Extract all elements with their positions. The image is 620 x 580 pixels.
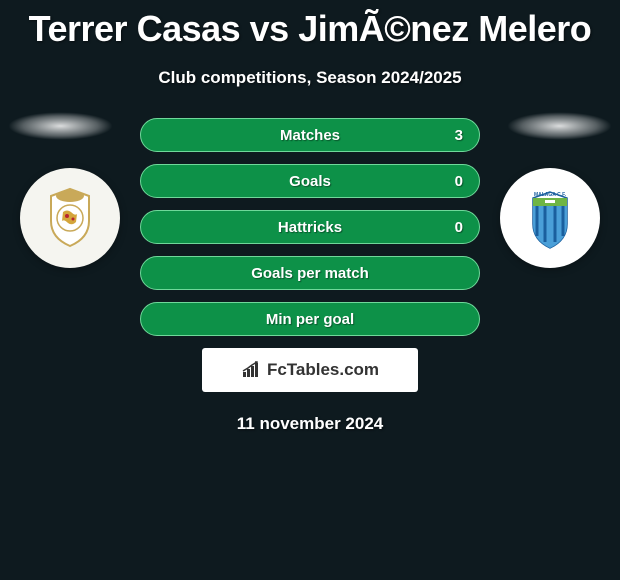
- stat-row-goals-per-match: Goals per match: [140, 256, 480, 290]
- chart-icon: [241, 361, 263, 379]
- crest-right: MALAGA C.F.: [500, 168, 600, 268]
- logo-label: FcTables.com: [267, 360, 379, 380]
- stat-label: Goals: [289, 173, 331, 190]
- content-area: MALAGA C.F. Matches 3 Goals 0 Hattricks …: [0, 118, 620, 434]
- stat-label: Matches: [280, 127, 340, 144]
- logo-box: FcTables.com: [202, 348, 418, 392]
- stat-row-min-per-goal: Min per goal: [140, 302, 480, 336]
- stat-value-right: 0: [455, 219, 463, 236]
- stat-row-goals: Goals 0: [140, 164, 480, 198]
- stat-value-right: 0: [455, 173, 463, 190]
- page-title: Terrer Casas vs JimÃ©nez Melero: [0, 0, 620, 50]
- svg-text:MALAGA C.F.: MALAGA C.F.: [533, 192, 566, 198]
- crest-left: [20, 168, 120, 268]
- subtitle: Club competitions, Season 2024/2025: [0, 68, 620, 88]
- stats-container: Matches 3 Goals 0 Hattricks 0 Goals per …: [140, 118, 480, 336]
- stat-row-hattricks: Hattricks 0: [140, 210, 480, 244]
- stat-label: Goals per match: [251, 265, 369, 282]
- stat-row-matches: Matches 3: [140, 118, 480, 152]
- shadow-right: [507, 112, 612, 140]
- stat-value-right: 3: [455, 127, 463, 144]
- stat-label: Hattricks: [278, 219, 342, 236]
- zaragoza-crest-icon: [43, 186, 98, 251]
- malaga-crest-icon: MALAGA C.F.: [523, 186, 578, 251]
- date-text: 11 november 2024: [0, 414, 620, 434]
- logo-text: FcTables.com: [241, 360, 379, 380]
- stat-label: Min per goal: [266, 311, 354, 328]
- shadow-left: [8, 112, 113, 140]
